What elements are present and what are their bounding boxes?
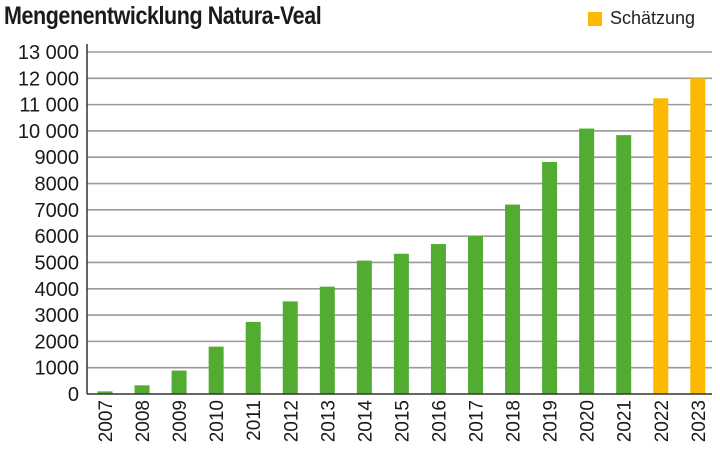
- y-tick-label: 11 000: [19, 95, 79, 117]
- y-tick-label: 6000: [35, 226, 80, 248]
- bar-2022: [653, 98, 669, 394]
- y-tick-label: 3000: [35, 305, 80, 327]
- bar-2021: [616, 135, 632, 394]
- x-tick-label: 2010: [207, 400, 228, 442]
- y-tick-label: 8000: [35, 174, 80, 196]
- bar-2010: [208, 346, 224, 394]
- x-tick-label: 2014: [355, 400, 376, 443]
- bar-2020: [579, 128, 595, 394]
- x-tick-label: 2019: [541, 400, 562, 442]
- bar-2019: [542, 161, 558, 394]
- legend-label-estimate: Schätzung: [610, 8, 696, 28]
- legend: Schätzung: [588, 8, 695, 29]
- y-tick-label: 12 000: [18, 68, 79, 90]
- bar-2018: [505, 204, 521, 394]
- bar-2015: [393, 253, 409, 394]
- bar-2009: [171, 370, 187, 394]
- bar-2008: [134, 385, 150, 394]
- x-tick-label: 2023: [689, 400, 710, 442]
- bar-2014: [356, 260, 372, 394]
- x-tick-label: 2021: [615, 400, 636, 442]
- x-tick-label: 2017: [467, 400, 488, 442]
- bar-2007: [97, 391, 113, 394]
- bar-2023: [690, 78, 706, 395]
- y-tick-label: 9000: [35, 147, 80, 169]
- x-tick-label: 2013: [318, 400, 339, 442]
- y-tick-label: 2000: [35, 331, 80, 353]
- x-tick-label: 2022: [652, 400, 673, 442]
- x-tick-label: 2009: [170, 400, 191, 442]
- bar-2017: [468, 236, 483, 394]
- x-tick-label: 2012: [281, 400, 302, 442]
- bar-2011: [245, 321, 261, 394]
- chart-title: Mengenentwicklung Natura-Veal: [4, 2, 322, 30]
- y-tick-label: 10 000: [18, 121, 79, 143]
- bar-2016: [430, 244, 446, 394]
- legend-swatch-estimate: [588, 11, 602, 26]
- x-tick-label: 2016: [429, 400, 450, 442]
- y-tick-label: 7000: [35, 200, 80, 222]
- y-tick-label: 5000: [35, 252, 80, 274]
- y-tick-label: 4000: [35, 279, 80, 301]
- x-tick-label: 2015: [392, 400, 413, 442]
- bar-2013: [319, 286, 335, 394]
- x-tick-label: 2018: [504, 400, 525, 442]
- x-tick-label: 2008: [133, 400, 154, 442]
- bar-2012: [282, 301, 298, 394]
- y-tick-label: 0: [68, 384, 79, 406]
- x-tick-label: 2011: [244, 400, 265, 441]
- y-tick-label: 1000: [35, 358, 80, 380]
- x-tick-label: 2020: [578, 400, 599, 442]
- x-tick-label: 2007: [96, 400, 117, 442]
- y-tick-label: 13 000: [18, 42, 79, 64]
